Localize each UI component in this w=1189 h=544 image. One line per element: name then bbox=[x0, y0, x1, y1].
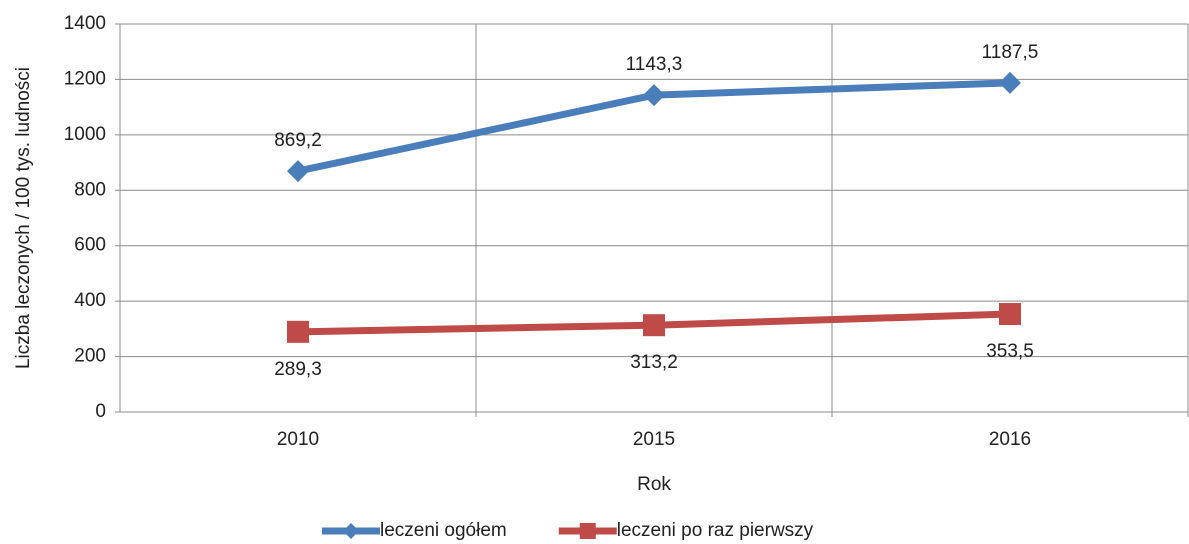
y-tick-label: 1200 bbox=[64, 68, 106, 89]
legend-label: leczeni po raz pierwszy bbox=[617, 520, 814, 541]
marker bbox=[343, 523, 359, 539]
data-label: 1187,5 bbox=[982, 42, 1039, 63]
y-axis-label: Liczba leczonych / 100 tys. ludności bbox=[13, 67, 34, 369]
data-label: 869,2 bbox=[274, 130, 322, 151]
x-tick-label: 2016 bbox=[989, 429, 1031, 450]
y-tick-label: 0 bbox=[95, 401, 106, 422]
marker bbox=[643, 84, 665, 107]
marker bbox=[579, 523, 596, 539]
y-tick-label: 600 bbox=[74, 235, 106, 256]
data-label: 289,3 bbox=[274, 359, 322, 380]
marker bbox=[999, 71, 1021, 94]
y-tick-label: 400 bbox=[74, 290, 106, 311]
legend-label: leczeni ogółem bbox=[380, 520, 507, 541]
y-tick-label: 1400 bbox=[64, 13, 106, 34]
x-axis-label: Rok bbox=[637, 474, 671, 495]
y-tick-label: 800 bbox=[74, 179, 106, 200]
data-label: 1143,3 bbox=[626, 54, 683, 75]
y-tick-label: 1000 bbox=[64, 124, 106, 145]
y-tick-label: 200 bbox=[74, 346, 106, 367]
marker bbox=[643, 314, 665, 337]
x-tick-label: 2015 bbox=[633, 429, 675, 450]
marker bbox=[999, 303, 1021, 326]
marker bbox=[287, 160, 309, 183]
data-label: 353,5 bbox=[986, 341, 1034, 362]
x-tick-label: 2010 bbox=[277, 429, 319, 450]
data-label: 313,2 bbox=[630, 352, 678, 373]
marker bbox=[287, 320, 309, 343]
